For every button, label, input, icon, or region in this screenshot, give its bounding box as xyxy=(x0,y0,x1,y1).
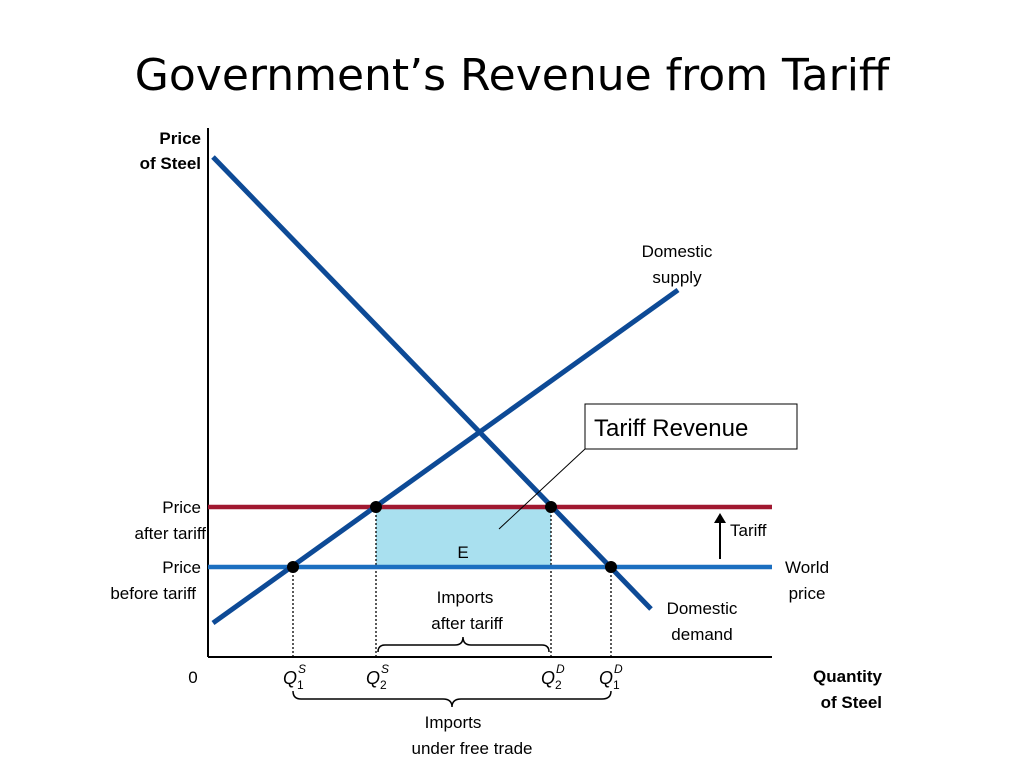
domestic-demand-curve xyxy=(211,155,653,611)
price-after-tariff-label-line2: after tariff xyxy=(135,524,207,543)
imports-free-trade-brace-icon xyxy=(292,690,612,708)
y-axis-label-line2: of Steel xyxy=(140,154,201,173)
imports-after-tariff-brace-icon xyxy=(377,636,550,653)
q2d-label: Q D 2 xyxy=(541,662,565,692)
q1d-sub: 1 xyxy=(613,678,620,692)
q2s-sup: S xyxy=(381,662,389,676)
x-axis-label-line1: Quantity xyxy=(813,667,882,686)
world-price-label-line1: World xyxy=(785,558,829,577)
region-e-label: E xyxy=(457,543,468,562)
q1s-sub: 1 xyxy=(297,678,304,692)
domestic-supply-curve xyxy=(211,287,680,626)
q2d-sup: D xyxy=(556,662,565,676)
price-after-tariff-label-line1: Price xyxy=(162,498,201,517)
q2s-sub: 2 xyxy=(380,678,387,692)
tariff-revenue-callout-box xyxy=(584,403,798,450)
imports-after-tariff-label-line1: Imports xyxy=(437,588,494,607)
q2s-point xyxy=(370,501,382,513)
supply-label-line1: Domestic xyxy=(642,242,713,261)
q1d-symbol: Q xyxy=(599,668,613,688)
origin-label: 0 xyxy=(188,668,197,687)
callout-leader-line xyxy=(498,448,586,530)
q1d-point xyxy=(605,561,617,573)
q2d-sub: 2 xyxy=(555,678,562,692)
imports-free-trade-label-line2: under free trade xyxy=(412,739,533,758)
q1d-sup: D xyxy=(614,662,623,676)
tariff-label: Tariff xyxy=(730,521,767,540)
imports-after-tariff-label-line2: after tariff xyxy=(431,614,503,633)
q2s-symbol: Q xyxy=(366,668,380,688)
q1d-label: Q D 1 xyxy=(599,662,623,692)
q1s-symbol: Q xyxy=(283,668,297,688)
demand-label-line1: Domestic xyxy=(667,599,738,618)
demand-label-line2: demand xyxy=(671,625,732,644)
q1s-sup: S xyxy=(298,662,306,676)
world-price-label-line2: price xyxy=(789,584,826,603)
page-title: Government’s Revenue from Tariff xyxy=(134,50,890,101)
q1s-label: Q S 1 xyxy=(283,662,306,692)
q1s-point xyxy=(287,561,299,573)
q2d-point xyxy=(545,501,557,513)
tariff-revenue-callout: Tariff Revenue xyxy=(594,415,748,442)
y-axis-label-line1: Price xyxy=(159,129,201,148)
q2d-symbol: Q xyxy=(541,668,555,688)
tariff-revenue-area xyxy=(376,507,551,567)
price-before-tariff-label-line2: before tariff xyxy=(110,584,196,603)
price-before-tariff-label-line1: Price xyxy=(162,558,201,577)
q2s-label: Q S 2 xyxy=(366,662,389,692)
x-axis-label-line2: of Steel xyxy=(821,693,882,712)
supply-label-line2: supply xyxy=(652,268,702,287)
tariff-arrowhead-icon xyxy=(714,513,726,523)
imports-free-trade-label-line1: Imports xyxy=(425,713,482,732)
